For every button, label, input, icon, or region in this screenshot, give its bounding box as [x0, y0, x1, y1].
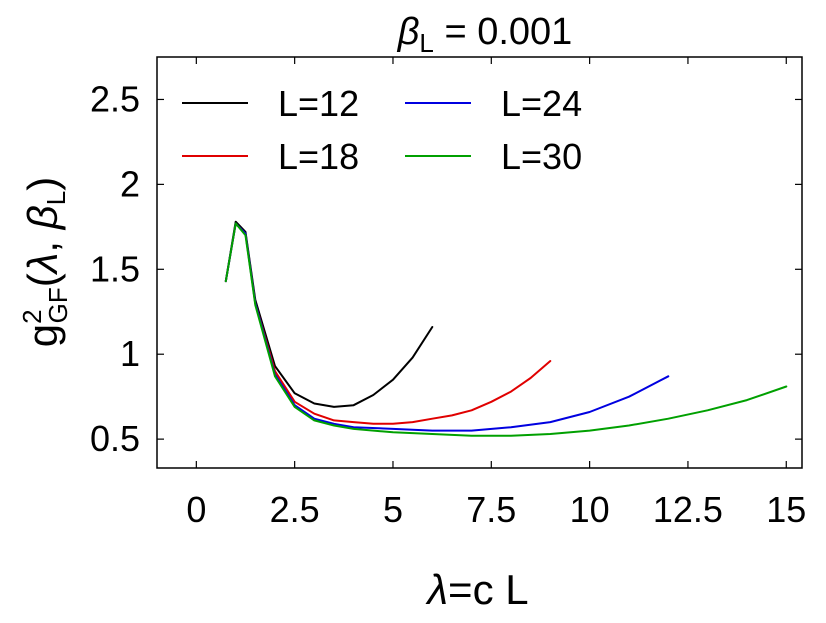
series-layer [224, 220, 788, 437]
legend-label-l18: L=18 [278, 136, 359, 177]
legend: L=12 L=18 L=24 L=30 [182, 83, 582, 177]
x-axis-label: λ=c L [425, 566, 528, 613]
x-tick-label: 15 [766, 489, 806, 530]
plot-frame [156, 56, 803, 469]
y-axis-label-beta-sub: L [41, 191, 71, 205]
x-axis-label-symbol: λ [425, 566, 448, 613]
y-axis-label-lambda: λ [19, 253, 66, 276]
y-tick-label: 0.5 [90, 418, 140, 459]
series-line-l30 [224, 222, 788, 437]
y-axis-label-sup: 2 [17, 309, 47, 323]
x-tick-label: 7.5 [466, 489, 516, 530]
y-axis-label-open: ( [19, 273, 66, 287]
x-axis: 0 2.5 5 7.5 10 12.5 15 [186, 57, 806, 530]
title-symbol: β [397, 11, 420, 53]
y-axis-label-close: ) [19, 177, 66, 191]
y-tick-label: 2.5 [90, 78, 140, 119]
series-line-l24 [224, 222, 670, 432]
series-line-l18 [224, 222, 552, 425]
y-axis-label-comma: , [19, 229, 66, 252]
y-axis-label-beta: β [19, 205, 66, 231]
y-axis-label-sub: GF [43, 287, 73, 323]
y-tick-label: 1 [120, 333, 140, 374]
x-tick-label: 5 [383, 489, 403, 530]
x-tick-label: 12.5 [653, 489, 723, 530]
legend-label-l30: L=30 [501, 136, 582, 177]
x-axis-label-text: =c L [448, 566, 529, 613]
y-axis-label: g2GF(λ, βL) [17, 177, 73, 347]
y-axis: 0.5 1 1.5 2 2.5 [90, 78, 802, 459]
title-value: = 0.001 [434, 11, 572, 53]
x-tick-label: 10 [570, 489, 610, 530]
y-tick-label: 1.5 [90, 248, 140, 289]
chart-title: βL = 0.001 [397, 11, 573, 58]
x-tick-label: 2.5 [270, 489, 320, 530]
legend-label-l24: L=24 [501, 83, 582, 124]
y-axis-label-base: g [19, 324, 66, 347]
series-line-l12 [224, 220, 434, 408]
x-tick-label: 0 [186, 489, 206, 530]
y-tick-label: 2 [120, 163, 140, 204]
title-subscript: L [419, 28, 433, 58]
legend-label-l12: L=12 [278, 83, 359, 124]
